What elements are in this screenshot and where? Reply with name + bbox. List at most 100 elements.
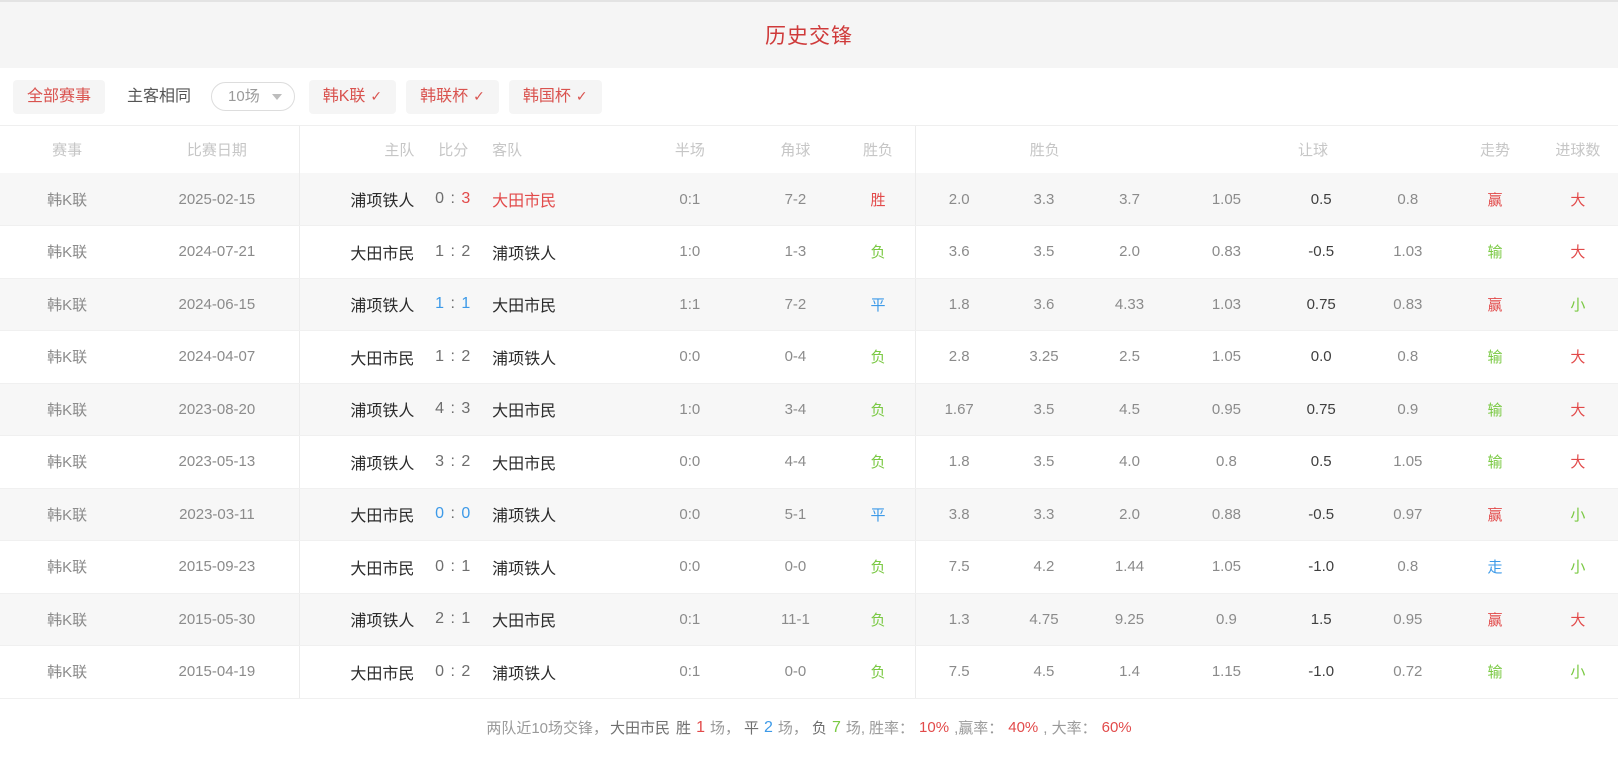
cell-home-team: 大田市民 (299, 645, 423, 699)
cell-handicap-home: 0.88 (1173, 488, 1279, 541)
cell-odds-home: 1.3 (914, 593, 1003, 646)
cell-score: 2 : 1 (422, 593, 485, 646)
cell-halftime: 0:1 (630, 173, 750, 226)
filter-league-koreacup[interactable]: 韩国杯 ✓ (508, 79, 602, 114)
cell-home-team: 浦项铁人 (299, 173, 423, 226)
match-count-select[interactable]: 10场 (211, 82, 295, 111)
cell-league: 韩K联 (0, 540, 135, 594)
cell-odds-home: 7.5 (914, 540, 1003, 594)
cell-away-team: 浦项铁人 (484, 645, 631, 699)
cell-home-team: 大田市民 (299, 330, 423, 384)
summary-draw-count: 2 (764, 718, 773, 736)
col-header-goals: 进球数 (1537, 126, 1618, 173)
chevron-down-icon (271, 93, 282, 100)
cell-home-team: 大田市民 (299, 225, 423, 279)
cell-league: 韩K联 (0, 383, 135, 436)
cell-date: 2023-08-20 (134, 383, 300, 436)
col-header-date: 比赛日期 (134, 126, 300, 173)
cell-goals: 小 (1537, 540, 1618, 594)
summary-win-count: 1 (696, 718, 705, 736)
cell-handicap-line: 0.75 (1278, 383, 1364, 436)
cell-result: 负 (841, 645, 916, 699)
cell-odds-away: 2.5 (1085, 330, 1174, 384)
cell-away-team: 大田市民 (484, 435, 631, 489)
cell-odds-draw: 3.5 (1002, 435, 1086, 489)
summary-team: 大田市民 (610, 720, 671, 737)
cell-goals: 大 (1537, 593, 1618, 646)
cell-odds-away: 3.7 (1085, 173, 1174, 226)
cell-trend: 赢 (1452, 173, 1538, 226)
cell-corners: 0-4 (749, 330, 842, 384)
table-row[interactable]: 韩K联 2024-06-15 浦项铁人 1 : 1 大田市民 1:1 7-2 平 1.8 3.6 4… (0, 278, 1618, 331)
cell-odds-away: 4.33 (1085, 278, 1174, 331)
table-row[interactable]: 韩K联 2024-07-21 大田市民 1 : 2 浦项铁人 1:0 1-3 负 3.6 3.5 2… (0, 225, 1618, 279)
col-header-home: 主队 (299, 126, 423, 173)
table-row[interactable]: 韩K联 2015-09-23 大田市民 0 : 1 浦项铁人 0:0 0-0 负 7.5 4.2 1… (0, 540, 1618, 594)
cell-handicap-away: 0.72 (1363, 645, 1453, 699)
cell-goals: 小 (1537, 645, 1618, 699)
cell-result: 负 (841, 435, 916, 489)
col-header-corner: 角球 (749, 126, 842, 173)
cell-league: 韩K联 (0, 278, 135, 331)
cell-odds-draw: 3.5 (1002, 225, 1086, 279)
cell-handicap-home: 1.05 (1173, 330, 1279, 384)
table-row[interactable]: 韩K联 2024-04-07 大田市民 1 : 2 浦项铁人 0:0 0-4 负 2.8 3.25… (0, 330, 1618, 384)
cell-goals: 大 (1537, 173, 1618, 226)
cell-score: 4 : 3 (422, 383, 485, 436)
check-icon: ✓ (370, 87, 383, 104)
check-icon: ✓ (575, 87, 588, 104)
cell-home-team: 浦项铁人 (299, 383, 423, 436)
cell-trend: 输 (1452, 225, 1538, 279)
summary-draw-unit: 场， (777, 720, 808, 737)
cell-corners: 11-1 (749, 593, 842, 646)
cell-odds-draw: 4.2 (1002, 540, 1086, 594)
cell-odds-draw: 3.25 (1002, 330, 1086, 384)
cell-date: 2023-03-11 (134, 488, 300, 541)
filter-league-kleaguecup-label: 韩联杯 (420, 87, 469, 105)
cell-handicap-line: 0.0 (1278, 330, 1364, 384)
filter-same-venue[interactable]: 主客相同 (127, 87, 192, 105)
filter-all-events[interactable]: 全部赛事 (13, 79, 106, 114)
cell-trend: 赢 (1452, 488, 1538, 541)
cell-goals: 小 (1537, 488, 1618, 541)
table-row[interactable]: 韩K联 2023-03-11 大田市民 0 : 0 浦项铁人 0:0 5-1 平 3.8 3.3 2… (0, 488, 1618, 541)
summary-bigrate-label: , 大率： (1043, 720, 1097, 737)
filter-league-kleaguecup[interactable]: 韩联杯 ✓ (406, 79, 499, 114)
cell-away-team: 浦项铁人 (484, 540, 631, 594)
cell-trend: 输 (1452, 383, 1538, 436)
table-row[interactable]: 韩K联 2015-05-30 浦项铁人 2 : 1 大田市民 0:1 11-1 负 1.3 4.7… (0, 593, 1618, 646)
cell-handicap-home: 1.03 (1173, 278, 1279, 331)
cell-trend: 赢 (1452, 278, 1538, 331)
cell-date: 2025-02-15 (134, 173, 300, 226)
cell-home-team: 大田市民 (299, 488, 423, 541)
cell-halftime: 1:1 (630, 278, 750, 331)
table-row[interactable]: 韩K联 2023-08-20 浦项铁人 4 : 3 大田市民 1:0 3-4 负 1.67 3.5… (0, 383, 1618, 436)
cell-score: 3 : 2 (422, 435, 485, 489)
cell-goals: 大 (1537, 330, 1618, 384)
cell-score: 1 : 2 (422, 225, 485, 279)
cell-odds-away: 2.0 (1085, 488, 1174, 541)
cell-odds-home: 2.0 (914, 173, 1003, 226)
cell-away-team: 浦项铁人 (484, 225, 631, 279)
table-header: 赛事 比赛日期 主队 比分 客队 半场 角球 胜负 胜负 让球 走势 进球数 (0, 126, 1618, 173)
cell-corners: 1-3 (749, 225, 842, 279)
cell-league: 韩K联 (0, 173, 135, 226)
cell-home-team: 大田市民 (299, 540, 423, 594)
table-row[interactable]: 韩K联 2023-05-13 浦项铁人 3 : 2 大田市民 0:0 4-4 负 1.8 3.5 4… (0, 435, 1618, 489)
table-row[interactable]: 韩K联 2015-04-19 大田市民 0 : 2 浦项铁人 0:1 0-0 负 7.5 4.5 1… (0, 645, 1618, 699)
cell-handicap-home: 0.9 (1173, 593, 1279, 646)
col-header-half: 半场 (630, 126, 750, 173)
cell-odds-home: 3.8 (914, 488, 1003, 541)
filter-league-koreacup-label: 韩国杯 (522, 87, 571, 105)
cell-halftime: 0:0 (630, 435, 750, 489)
cell-handicap-home: 0.83 (1173, 225, 1279, 279)
cell-home-team: 浦项铁人 (299, 593, 423, 646)
summary-lose-count: 7 (831, 718, 841, 736)
cell-halftime: 0:1 (630, 645, 750, 699)
filter-league-kleague[interactable]: 韩K联 ✓ (308, 79, 397, 114)
table-row[interactable]: 韩K联 2025-02-15 浦项铁人 0 : 3 大田市民 0:1 7-2 胜 2.0 3.3 3… (0, 173, 1618, 226)
cell-handicap-away: 0.95 (1363, 593, 1453, 646)
cell-home-team: 浦项铁人 (299, 278, 423, 331)
cell-result: 负 (841, 593, 916, 646)
cell-away-team: 大田市民 (484, 278, 631, 331)
